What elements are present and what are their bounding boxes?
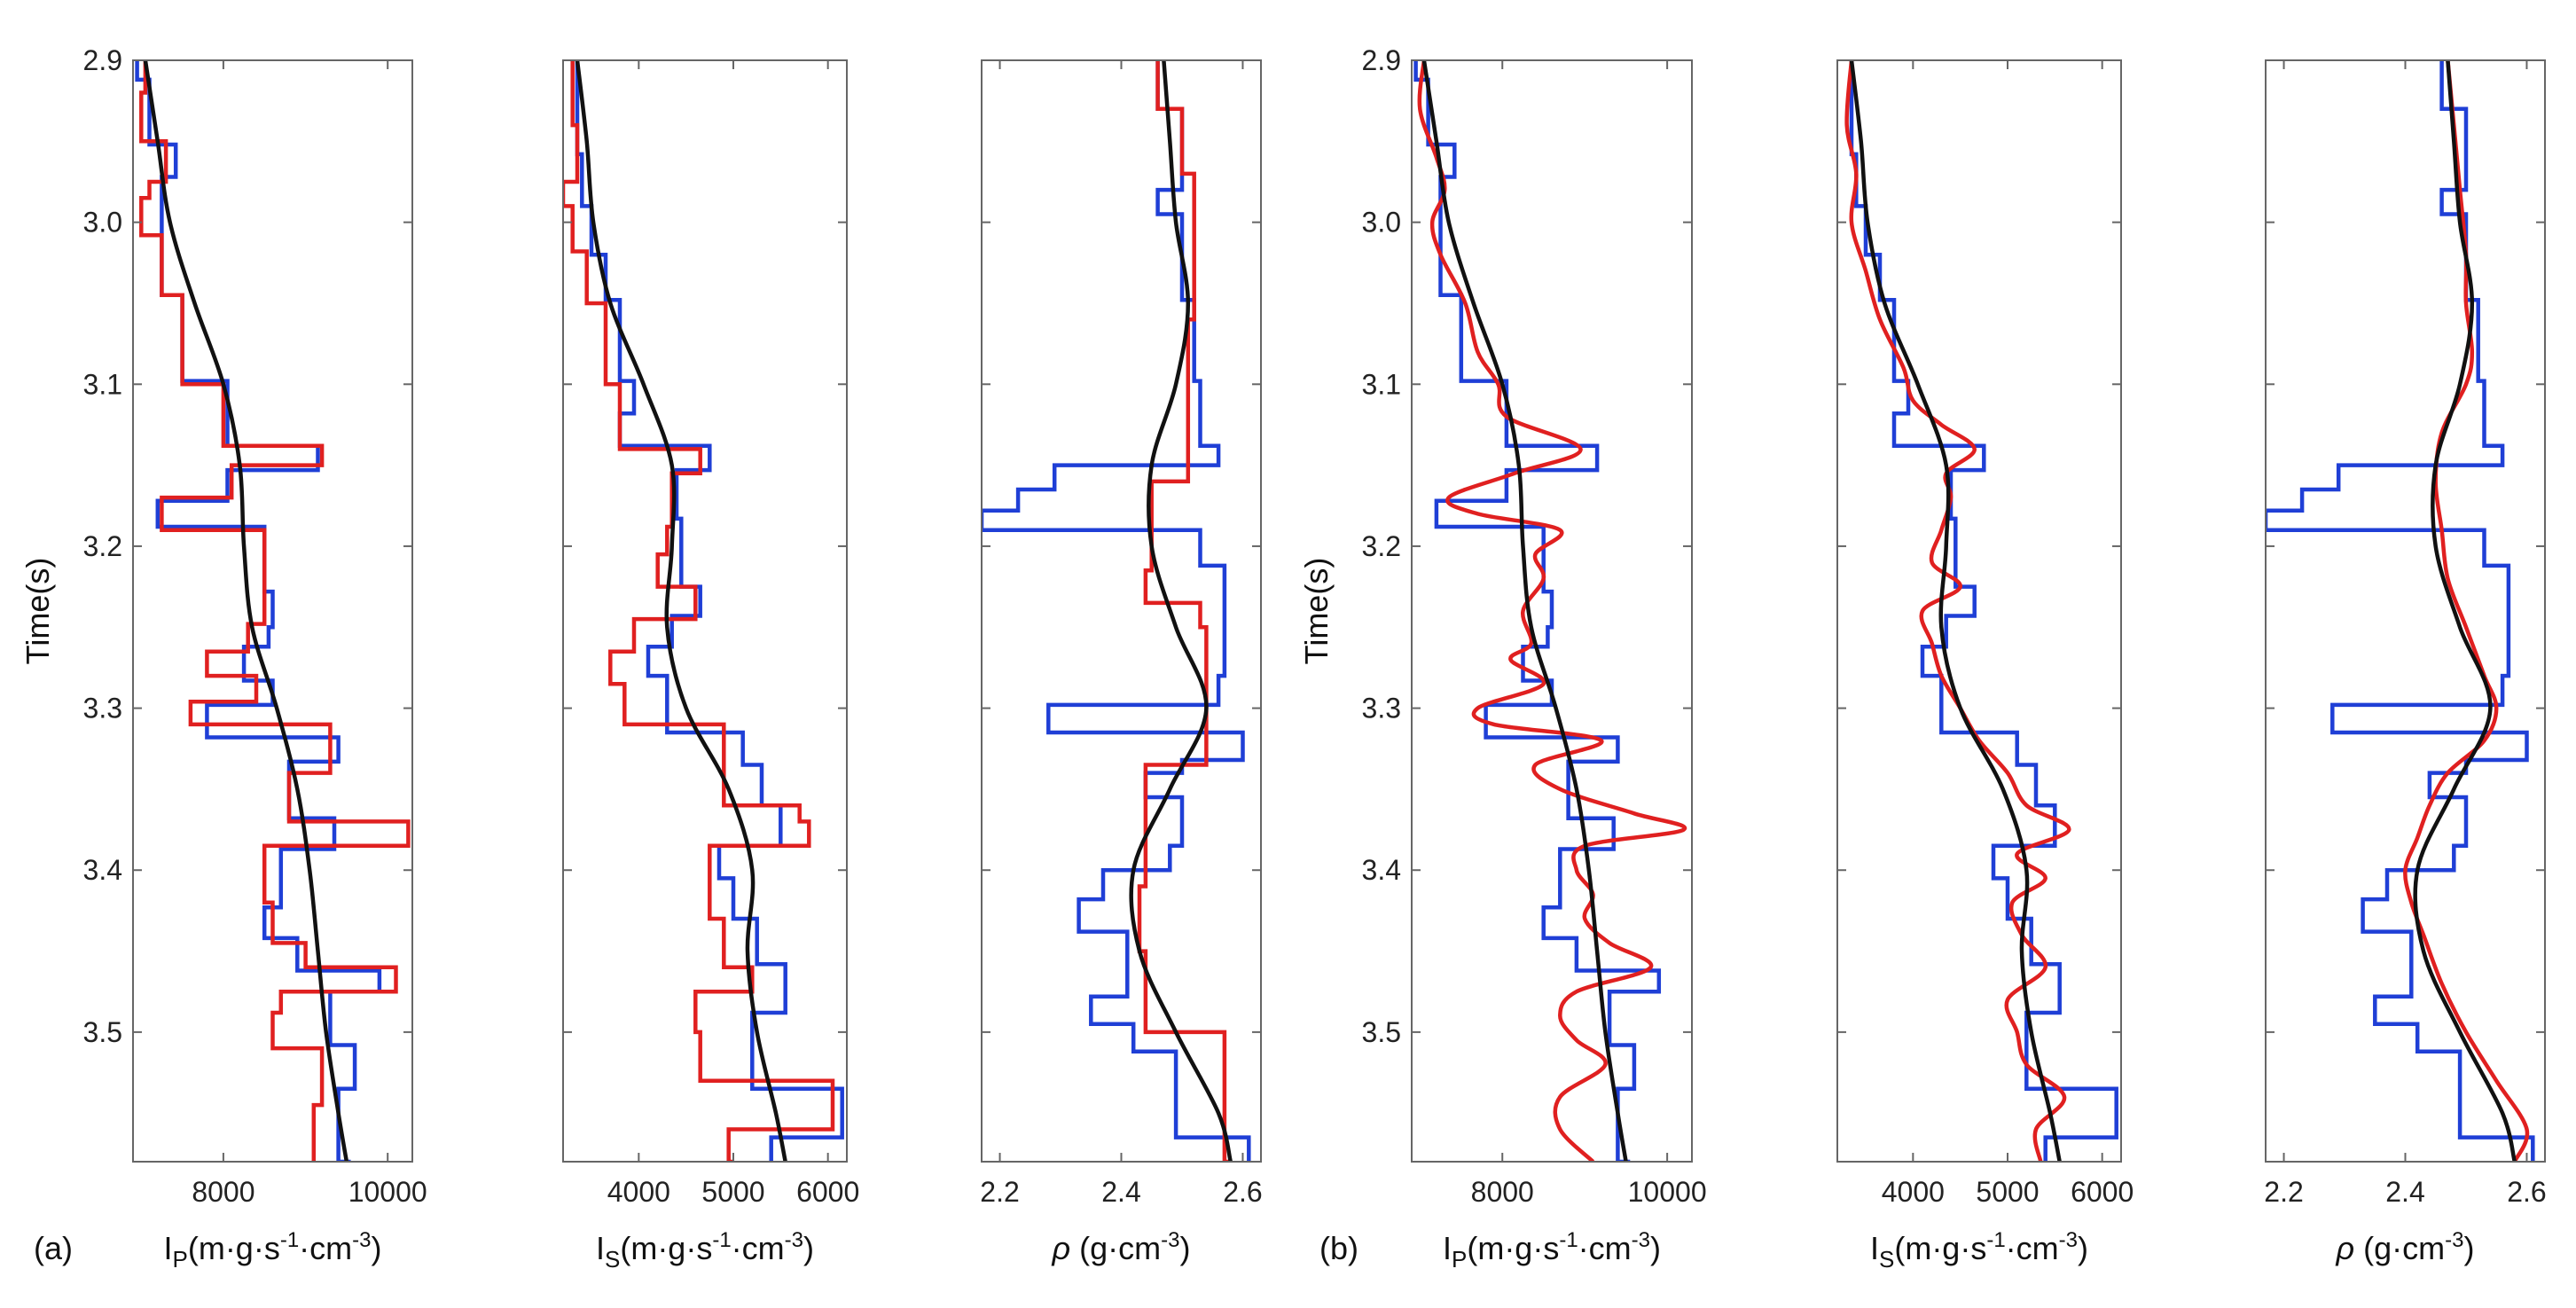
- series-true: [2266, 60, 2535, 1162]
- series-true: [982, 60, 1251, 1162]
- y-tick-label: 3.2: [83, 530, 122, 562]
- subplot-1: 8000 10000 2.9 3.0 3.1 3.2 3.3 3.4 3.5 Time(s) IP(…: [20, 44, 427, 1273]
- x-tick-label: 10000: [348, 1176, 427, 1208]
- x-tick-label: 10000: [1628, 1176, 1707, 1208]
- series-initial: [1129, 60, 1233, 1162]
- series-inverted: [1417, 60, 1687, 1162]
- y-axis-label: Time(s): [20, 558, 56, 665]
- axes-frame: [1836, 59, 2122, 1163]
- series-inverted: [2403, 60, 2530, 1162]
- y-tick-label: 3.3: [83, 693, 122, 724]
- series-group: [2266, 60, 2535, 1162]
- x-tick-label: 2.6: [1223, 1176, 1262, 1208]
- series-group: [982, 60, 1251, 1162]
- series-inverted: [1137, 60, 1231, 1162]
- subplot-4: 8000 10000 2.9 3.0 3.1 3.2 3.3 3.4 3.5 Time(s) IP(…: [1298, 44, 1707, 1273]
- series-group: [563, 60, 844, 1162]
- axes-frame: [1411, 59, 1693, 1163]
- y-tick-label: 3.2: [1362, 530, 1401, 562]
- series-inverted: [139, 60, 411, 1162]
- x-tick-label: 5000: [1976, 1176, 2039, 1208]
- x-tick-label: 6000: [796, 1176, 859, 1208]
- series-initial: [575, 60, 787, 1162]
- y-tick-label: 3.5: [83, 1016, 122, 1048]
- y-tick-label: 3.0: [1362, 207, 1401, 239]
- axes-frame: [132, 59, 413, 1163]
- x-tick-label: 4000: [607, 1176, 670, 1208]
- series-inverted: [1844, 60, 2071, 1162]
- panel-label: (b): [1319, 1230, 1358, 1266]
- y-tick-label: 3.5: [1362, 1016, 1401, 1048]
- series-initial: [143, 60, 349, 1162]
- y-tick-label: 3.4: [1362, 854, 1401, 886]
- y-tick-label: 2.9: [1362, 44, 1401, 76]
- series-true: [1413, 60, 1662, 1162]
- y-tick-label: 3.1: [1362, 368, 1401, 400]
- x-axis-label: IS(m·g·s-1·cm-3): [596, 1228, 814, 1273]
- x-tick-label: 8000: [192, 1176, 254, 1208]
- series-true: [575, 60, 844, 1162]
- y-tick-label: 3.1: [83, 368, 122, 400]
- x-tick-label: 2.4: [2385, 1176, 2424, 1208]
- x-tick-label: 2.6: [2507, 1176, 2546, 1208]
- series-group: [1413, 60, 1687, 1162]
- y-axis-label: Time(s): [1298, 558, 1335, 665]
- series-inverted: [563, 60, 835, 1162]
- y-tick-label: 3.0: [83, 207, 122, 239]
- y-tick-label: 2.9: [83, 44, 122, 76]
- axes-frame: [562, 59, 848, 1163]
- series-initial: [2413, 60, 2517, 1162]
- series-group: [135, 60, 411, 1162]
- x-tick-label: 2.2: [2264, 1176, 2303, 1208]
- series-group: [1844, 60, 2118, 1162]
- subplot-5: 4000 5000 6000 IS(m·g·s-1·cm-3): [1836, 59, 2134, 1273]
- subplot-6: 2.2 2.4 2.6 ρ (g·cm-3): [2264, 59, 2547, 1266]
- series-initial: [1849, 60, 2062, 1162]
- subplot-2: 4000 5000 6000 IS(m·g·s-1·cm-3): [562, 59, 859, 1273]
- x-tick-label: 8000: [1471, 1176, 1534, 1208]
- x-tick-label: 2.4: [1101, 1176, 1140, 1208]
- subplot-3: 2.2 2.4 2.6 ρ (g·cm-3): [980, 59, 1263, 1266]
- x-axis-label: IP(m·g·s-1·cm-3): [1443, 1228, 1661, 1273]
- x-axis-label: ρ (g·cm-3): [1052, 1228, 1191, 1266]
- y-tick-label: 3.3: [1362, 693, 1401, 724]
- y-tick-label: 3.4: [83, 854, 122, 886]
- x-axis-label: ρ (g·cm-3): [2336, 1228, 2475, 1266]
- x-axis-label: IP(m·g·s-1·cm-3): [163, 1228, 381, 1273]
- x-axis-label: IS(m·g·s-1·cm-3): [1870, 1228, 2088, 1273]
- x-tick-label: 6000: [2071, 1176, 2134, 1208]
- x-tick-label: 4000: [1882, 1176, 1945, 1208]
- x-tick-label: 5000: [701, 1176, 764, 1208]
- panel-label: (a): [34, 1230, 73, 1266]
- x-tick-label: 2.2: [980, 1176, 1019, 1208]
- series-initial: [1421, 60, 1628, 1162]
